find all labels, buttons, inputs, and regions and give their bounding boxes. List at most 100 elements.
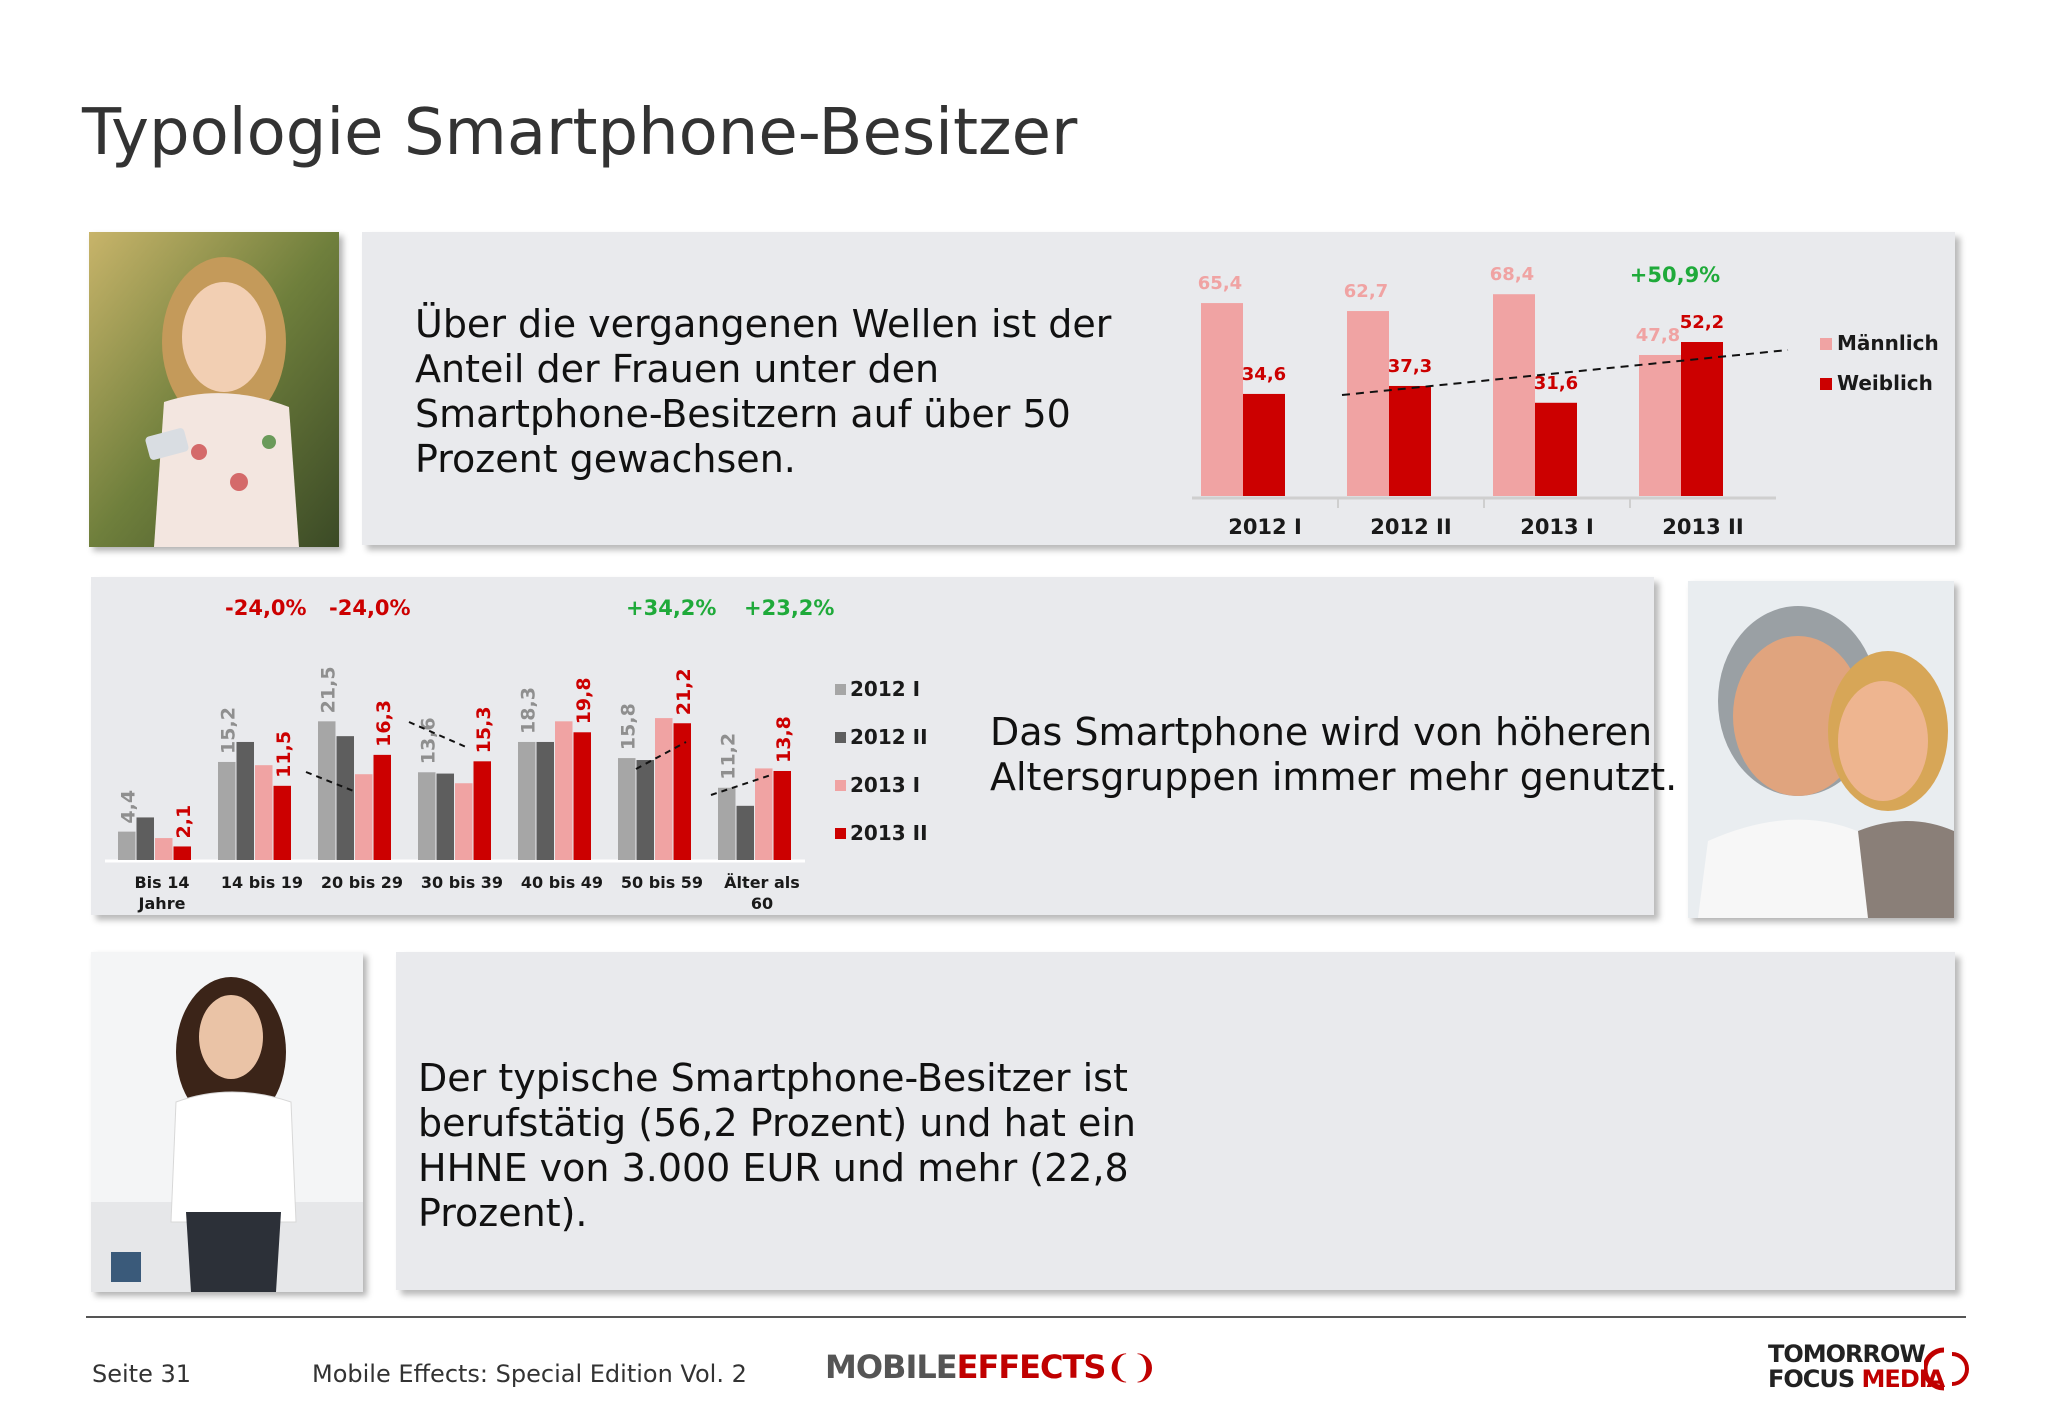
panel-profile <box>396 952 1955 1290</box>
data-label-2013-ii-4: 19,8 <box>573 677 595 724</box>
bar-2012-i-0 <box>118 831 136 860</box>
bar-2012-ii-6 <box>736 805 754 860</box>
logo-tomorrow-word: TOMORROW <box>1768 1340 1926 1368</box>
bar-männlich-2 <box>1493 294 1535 496</box>
bar-2013-ii-5 <box>673 723 691 860</box>
data-label-2013-ii-3: 15,3 <box>473 706 495 753</box>
page-number: Seite 31 <box>92 1360 192 1388</box>
bar-2013-ii-3 <box>473 761 491 860</box>
bar-weiblich-2 <box>1535 402 1577 496</box>
publication-title: Mobile Effects: Special Edition Vol. 2 <box>312 1360 747 1388</box>
data-label-männlich-3: 47,8 <box>1636 325 1680 346</box>
data-label-2013-ii-1: 11,5 <box>273 731 295 778</box>
bar-weiblich-3 <box>1681 342 1723 496</box>
bar-2012-i-3 <box>418 772 436 860</box>
data-label-2013-ii-5: 21,2 <box>673 668 695 715</box>
data-label-männlich-1: 62,7 <box>1344 281 1388 302</box>
bar-männlich-1 <box>1347 311 1389 496</box>
panel-age-text: Das Smartphone wird von höheren Altersgr… <box>990 710 1678 799</box>
x-tick-label-6-a: Älter als <box>724 873 800 892</box>
page-title: Typologie Smartphone-Besitzer <box>82 96 1078 170</box>
x-tick-label-4: 40 bis 49 <box>521 873 603 892</box>
x-tick-label-0-b: Jahre <box>138 894 186 913</box>
footer-divider <box>86 1316 1966 1318</box>
data-label-männlich-0: 65,4 <box>1198 273 1242 294</box>
data-label-weiblich-0: 34,6 <box>1242 364 1286 385</box>
bar-2013-ii-6 <box>773 770 791 860</box>
trendline-weiblich <box>1341 349 1789 396</box>
legend-swatch-weiblich <box>1820 378 1832 390</box>
data-label-2012-i-1: 15,2 <box>217 707 239 754</box>
legend-label-männlich: Männlich <box>1837 331 1939 355</box>
legend-swatch-2012-ii <box>835 732 846 743</box>
data-label-2012-i-5: 15,8 <box>617 703 639 750</box>
x-tick-label-2: 20 bis 29 <box>321 873 403 892</box>
chart-gender: 65,4 34,6 2012 I 62,7 37,3 2012 II 68,4 31,6 201… <box>1192 263 1939 539</box>
legend-label-weiblich: Weiblich <box>1837 371 1933 395</box>
x-tick-label-2: 2013 I <box>1520 515 1594 539</box>
data-label-2013-ii-2: 16,3 <box>373 700 395 747</box>
data-label-männlich-2: 68,4 <box>1490 264 1534 285</box>
chart-age: 4,4 2,1 Bis 14 Jahre 15,2 11,5 14 bis 19 21,5 16… <box>105 596 928 913</box>
data-label-2012-i-2: 21,5 <box>317 666 339 713</box>
data-label-2012-i-6: 11,2 <box>717 733 739 780</box>
bar-2012-ii-2 <box>336 736 354 860</box>
trend-segment-0 <box>305 771 357 793</box>
bar-2012-ii-1 <box>236 741 254 860</box>
bar-2013-ii-2 <box>373 754 391 860</box>
x-tick-label-6-b: 60 <box>751 894 773 913</box>
bar-2012-ii-3 <box>436 773 454 860</box>
logo-mobile-word: MOBILE <box>825 1348 958 1386</box>
bar-2013-i-6 <box>755 768 773 860</box>
bar-2013-i-4 <box>555 721 573 860</box>
bar-2013-i-1 <box>255 765 273 860</box>
annotation-3: +23,2% <box>744 596 834 620</box>
bar-2013-ii-0 <box>173 846 191 860</box>
photo-business-woman <box>91 952 363 1292</box>
legend-label-2013-i: 2013 I <box>850 773 920 797</box>
data-label-2013-ii-0: 2,1 <box>173 805 195 839</box>
data-label-weiblich-1: 37,3 <box>1388 356 1432 377</box>
logo-effects-word: EFFECTS <box>956 1348 1107 1386</box>
photo-senior-couple <box>1688 581 1954 918</box>
bar-2012-i-6 <box>718 787 736 860</box>
data-label-2012-i-3: 13,6 <box>417 717 439 764</box>
legend-label-2012-i: 2012 I <box>850 677 920 701</box>
x-tick-label-5: 50 bis 59 <box>621 873 703 892</box>
annotation-0: -24,0% <box>225 596 307 620</box>
logo-focus-word: FOCUS <box>1768 1365 1855 1393</box>
legend-swatch-männlich <box>1820 338 1832 350</box>
bar-2012-i-4 <box>518 741 536 860</box>
tomorrow-focus-media-logo: TOMORROW FOCUS MEDIA <box>1768 1340 1946 1393</box>
photo-young-woman <box>89 232 339 547</box>
x-tick-label-3: 30 bis 39 <box>421 873 503 892</box>
logo-mobile-swoosh-icon: ❨❩ <box>1105 1348 1158 1386</box>
bar-weiblich-0 <box>1243 393 1285 496</box>
bar-2012-i-1 <box>218 761 236 860</box>
logo-media-word: MEDIA <box>1861 1365 1946 1393</box>
legend-swatch-2013-i <box>835 780 846 791</box>
bar-2013-ii-1 <box>273 785 291 860</box>
annotation-1: -24,0% <box>329 596 411 620</box>
bar-2012-ii-4 <box>536 741 554 860</box>
mobile-effects-logo: MOBILEEFFECTS❨❩ <box>825 1348 1158 1386</box>
data-label-weiblich-3: 52,2 <box>1680 312 1724 333</box>
data-label-2013-ii-6: 13,8 <box>773 716 795 763</box>
legend-swatch-2012-i <box>835 684 846 695</box>
bar-2013-i-0 <box>155 838 173 860</box>
data-label-2012-i-4: 18,3 <box>517 687 539 734</box>
annotation-2: +34,2% <box>626 596 716 620</box>
bar-2012-ii-5 <box>636 760 654 860</box>
data-label-2012-i-0: 4,4 <box>117 790 139 824</box>
trend-segment-2 <box>635 741 687 770</box>
panel-profile-text: Der typische Smartphone-Besitzer ist ber… <box>418 1056 1136 1235</box>
legend-swatch-2013-ii <box>835 828 846 839</box>
bar-2012-i-2 <box>318 721 336 860</box>
panel-gender-text: Über die vergangenen Wellen ist der Ante… <box>415 302 1112 481</box>
tfm-swoosh-icon <box>1924 1347 1969 1391</box>
legend-label-2012-ii: 2012 II <box>850 725 928 749</box>
x-tick-label-1: 14 bis 19 <box>221 873 303 892</box>
bar-2013-i-3 <box>455 783 473 860</box>
bar-männlich-3 <box>1639 354 1681 496</box>
bar-weiblich-1 <box>1389 385 1431 496</box>
